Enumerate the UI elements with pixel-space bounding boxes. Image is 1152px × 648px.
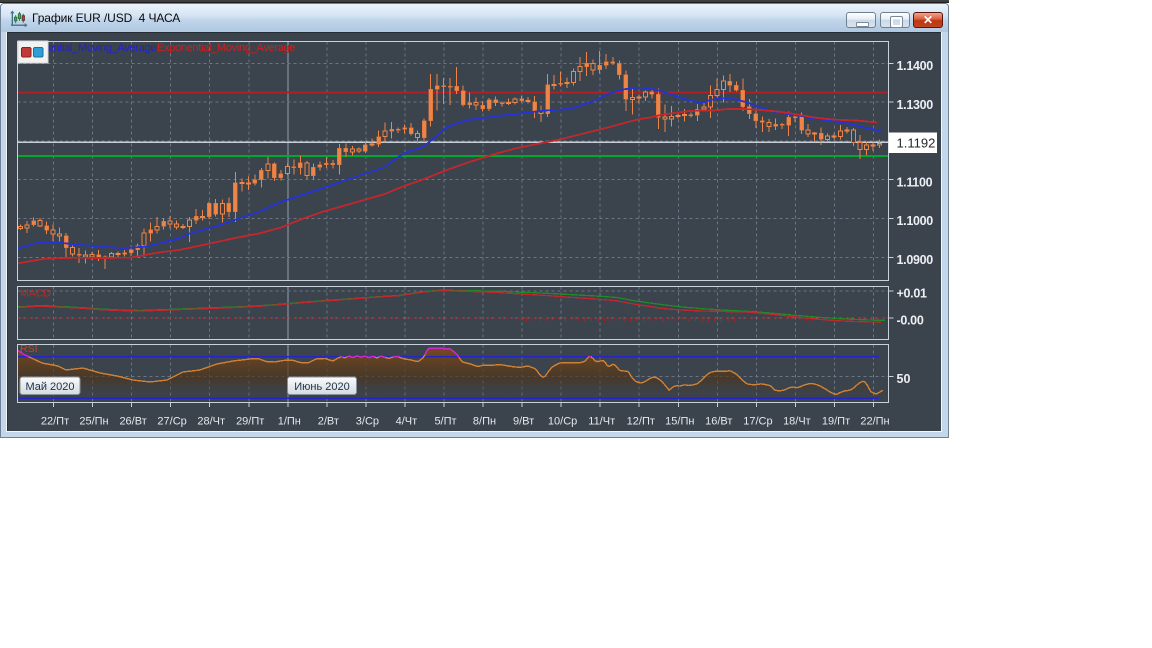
svg-text:17/Ср: 17/Ср xyxy=(743,416,772,428)
svg-text:1.1192: 1.1192 xyxy=(897,135,936,150)
svg-text:28/Чт: 28/Чт xyxy=(197,416,225,428)
svg-text:18/Чт: 18/Чт xyxy=(783,416,811,428)
svg-text:1.1400: 1.1400 xyxy=(897,59,934,73)
svg-text:9/Вт: 9/Вт xyxy=(513,416,534,428)
svg-text:1.1100: 1.1100 xyxy=(897,175,933,189)
svg-text:11/Чт: 11/Чт xyxy=(588,416,615,428)
svg-text:29/Пт: 29/Пт xyxy=(236,416,264,428)
svg-text:Exponential_Moving_Average: Exponential_Moving_Average xyxy=(18,42,156,54)
svg-text:19/Пт: 19/Пт xyxy=(822,416,850,428)
svg-text:5/Пт: 5/Пт xyxy=(434,416,456,428)
svg-text:3/Ср: 3/Ср xyxy=(356,416,379,428)
svg-text:22/Пт: 22/Пт xyxy=(41,416,69,428)
svg-text:12/Пт: 12/Пт xyxy=(627,416,655,428)
svg-text:Май 2020: Май 2020 xyxy=(25,381,74,393)
svg-text:Exponential_Moving_Average: Exponential_Moving_Average xyxy=(157,42,295,54)
svg-text:25/Пн: 25/Пн xyxy=(79,416,108,428)
svg-text:15/Пн: 15/Пн xyxy=(665,416,694,428)
svg-text:-0.00: -0.00 xyxy=(897,314,924,328)
svg-text:1.0900: 1.0900 xyxy=(897,253,934,267)
svg-text:RSI: RSI xyxy=(20,343,38,355)
svg-text:2/Вт: 2/Вт xyxy=(318,416,339,428)
svg-text:4/Чт: 4/Чт xyxy=(396,416,418,428)
svg-text:1.1000: 1.1000 xyxy=(897,214,934,228)
svg-text:10/Ср: 10/Ср xyxy=(548,416,577,428)
svg-text:27/Ср: 27/Ср xyxy=(157,416,186,428)
svg-text:+0.01: +0.01 xyxy=(897,287,927,301)
svg-text:Июнь 2020: Июнь 2020 xyxy=(294,381,350,393)
svg-text:1/Пн: 1/Пн xyxy=(278,416,301,428)
svg-text:22/Пн: 22/Пн xyxy=(860,416,889,428)
svg-text:8/Пн: 8/Пн xyxy=(473,416,496,428)
svg-text:50: 50 xyxy=(897,372,911,386)
svg-text:26/Вт: 26/Вт xyxy=(119,416,146,428)
svg-text:16/Вт: 16/Вт xyxy=(705,416,732,428)
svg-text:MACD: MACD xyxy=(20,288,51,300)
svg-text:1.1300: 1.1300 xyxy=(897,98,934,112)
